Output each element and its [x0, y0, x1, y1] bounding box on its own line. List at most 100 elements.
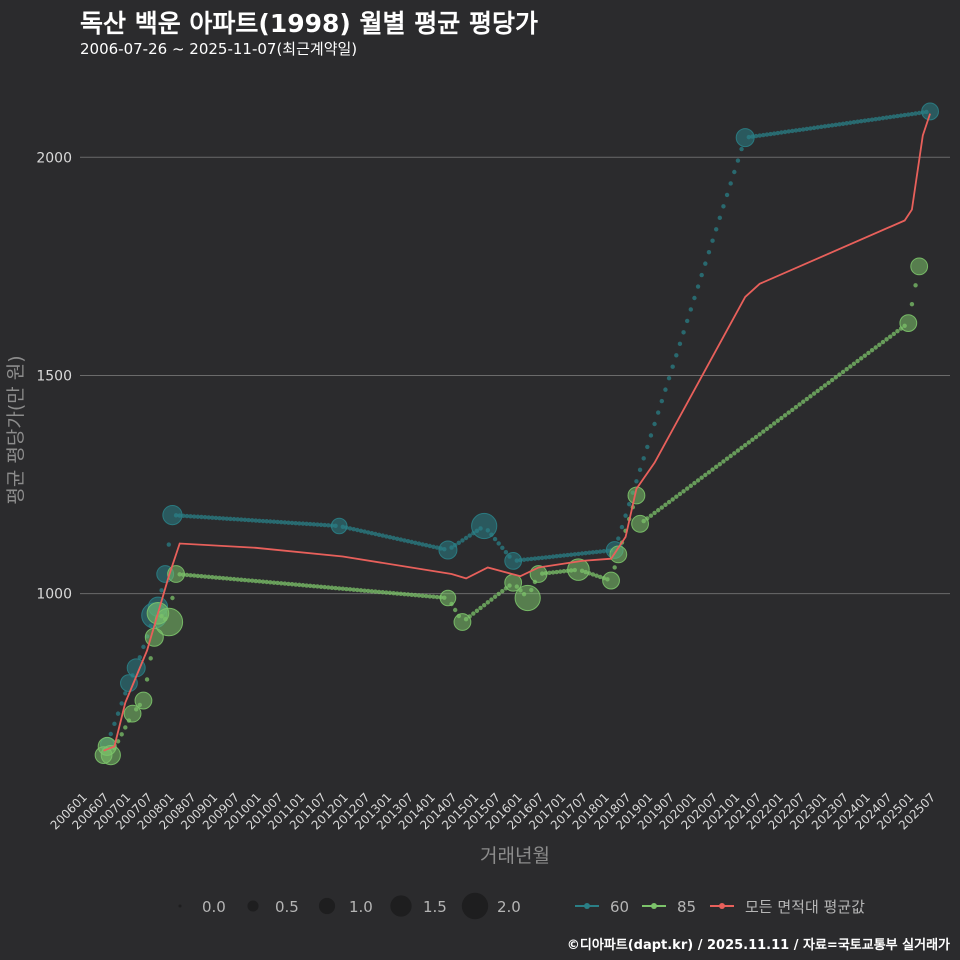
trail-dot-60	[166, 542, 172, 547]
trail-dot-85	[195, 573, 201, 579]
trail-dot-60	[119, 701, 124, 706]
trail-dot-60	[790, 128, 795, 134]
trail-dot-60	[554, 554, 559, 559]
trail-dot-60	[572, 552, 578, 557]
point-85	[609, 545, 628, 564]
trail-dot-85	[188, 573, 193, 578]
trail-dot-85	[224, 576, 230, 581]
trail-dot-60	[268, 519, 273, 524]
size-legend-dot	[247, 900, 259, 912]
trail-dot-85	[721, 459, 726, 464]
point-85	[439, 589, 457, 607]
trail-dot-85	[344, 586, 349, 592]
trail-dot-60	[619, 524, 625, 530]
trail-dot-60	[427, 543, 433, 549]
trail-dot-60	[289, 520, 295, 526]
trail-dot-85	[170, 595, 175, 601]
size-legend-label: 0.5	[275, 898, 299, 916]
x-tick-labels: 2006012006072007012007072008012008072009…	[48, 790, 939, 832]
trail-dot-85	[887, 334, 893, 339]
trail-dot-85	[191, 573, 197, 578]
point-60	[504, 552, 523, 570]
trail-dot-60	[297, 521, 302, 526]
trail-dot-60	[405, 539, 411, 544]
trail-dot-60	[645, 444, 650, 450]
chart-subtitle: 2006-07-26 ~ 2025-11-07(최근계약일)	[80, 40, 358, 58]
trail-dot-60	[670, 364, 675, 369]
trail-dot-60	[434, 545, 440, 550]
trail-dot-85	[684, 486, 690, 491]
trail-dot-60	[902, 112, 907, 118]
trail-dot-60	[536, 555, 541, 561]
trail-dot-85	[746, 440, 752, 445]
legend-key-dot	[584, 903, 590, 909]
trail-dot-60	[141, 644, 146, 650]
trail-dot-60	[909, 111, 915, 117]
trail-dot-60	[568, 552, 574, 557]
trail-dot-85	[913, 283, 918, 288]
trail-dot-85	[474, 608, 480, 613]
trail-dot-60	[503, 549, 509, 555]
legend-key-dot	[719, 903, 725, 909]
trail-dot-60	[829, 123, 835, 128]
chart-title: 독산 백운 아파트(1998) 월별 평균 평당가	[80, 9, 538, 38]
trail-dot-85	[246, 578, 251, 583]
trail-dot-85	[253, 578, 259, 584]
trail-dot-60	[884, 115, 889, 120]
trail-dot-85	[724, 456, 730, 461]
trail-dot-85	[409, 592, 414, 597]
trail-dot-60	[757, 133, 762, 138]
trail-dot-85	[115, 739, 121, 744]
size-legend-label: 1.0	[349, 898, 373, 916]
trail-dot-85	[790, 407, 795, 413]
trail-dot-85	[659, 505, 665, 510]
trail-dot-85	[732, 451, 737, 456]
trail-dot-60	[811, 125, 817, 131]
trail-dot-85	[706, 470, 712, 475]
trail-dot-85	[688, 483, 694, 489]
trail-dot-60	[695, 284, 701, 289]
trail-dot-60	[307, 521, 313, 527]
trail-dot-85	[184, 572, 190, 578]
trail-dot-60	[249, 518, 255, 523]
trail-dot-60	[202, 515, 208, 520]
trail-dot-60	[837, 122, 842, 127]
trail-dot-60	[648, 433, 654, 438]
trail-dot-85	[779, 415, 784, 421]
trail-dot-85	[402, 591, 407, 597]
point-60	[330, 517, 348, 535]
legend: 0.0 0.5 1.0 1.5 2.0 60 85 모든 면적대 평균값	[178, 892, 865, 920]
trail-dot-60	[384, 534, 389, 539]
size-legend-dot	[178, 904, 182, 908]
trail-dot-60	[191, 514, 197, 519]
trail-dot-60	[242, 517, 248, 523]
trail-dot-85	[380, 590, 385, 595]
trail-dot-60	[916, 110, 922, 116]
trail-dot-60	[550, 554, 556, 559]
trail-dot-85	[757, 432, 762, 437]
trail-dot-60	[779, 130, 784, 135]
trail-dot-60	[373, 531, 378, 537]
trail-dot-60	[833, 122, 839, 128]
trail-dot-85	[304, 583, 309, 588]
trail-dot-60	[895, 113, 900, 119]
trail-dot-60	[311, 522, 317, 527]
trail-dot-85	[384, 590, 389, 595]
trail-dot-85	[869, 348, 875, 353]
trail-dot-60	[199, 514, 204, 520]
trail-dot-60	[362, 529, 367, 534]
point-85	[631, 514, 649, 533]
trail-dot-85	[848, 364, 853, 369]
trail-dot-85	[220, 575, 226, 581]
trail-dot-60	[467, 533, 472, 538]
trail-dot-85	[717, 461, 723, 467]
trail-dot-60	[761, 132, 766, 138]
point-85	[123, 704, 142, 723]
trail-dot-85	[877, 342, 882, 347]
trail-dot-85	[742, 442, 748, 448]
trail-dot-60	[220, 516, 226, 521]
trail-dot-60	[739, 146, 744, 152]
trail-dot-60	[866, 117, 871, 123]
trail-dot-60	[228, 516, 233, 522]
trail-dot-60	[365, 530, 371, 535]
